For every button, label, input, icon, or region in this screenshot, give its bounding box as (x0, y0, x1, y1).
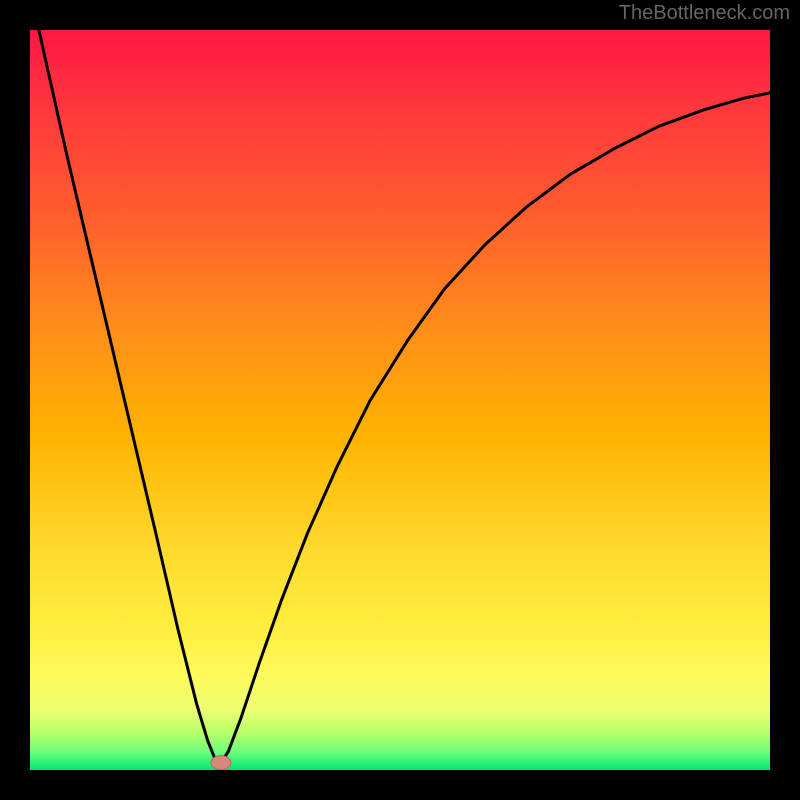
watermark-text: TheBottleneck.com (619, 2, 790, 25)
chart-outer: TheBottleneck.com (0, 0, 800, 800)
minimum-marker (211, 756, 231, 770)
curve-layer (30, 30, 770, 770)
bottleneck-curve (39, 30, 770, 763)
plot-area (30, 30, 770, 770)
